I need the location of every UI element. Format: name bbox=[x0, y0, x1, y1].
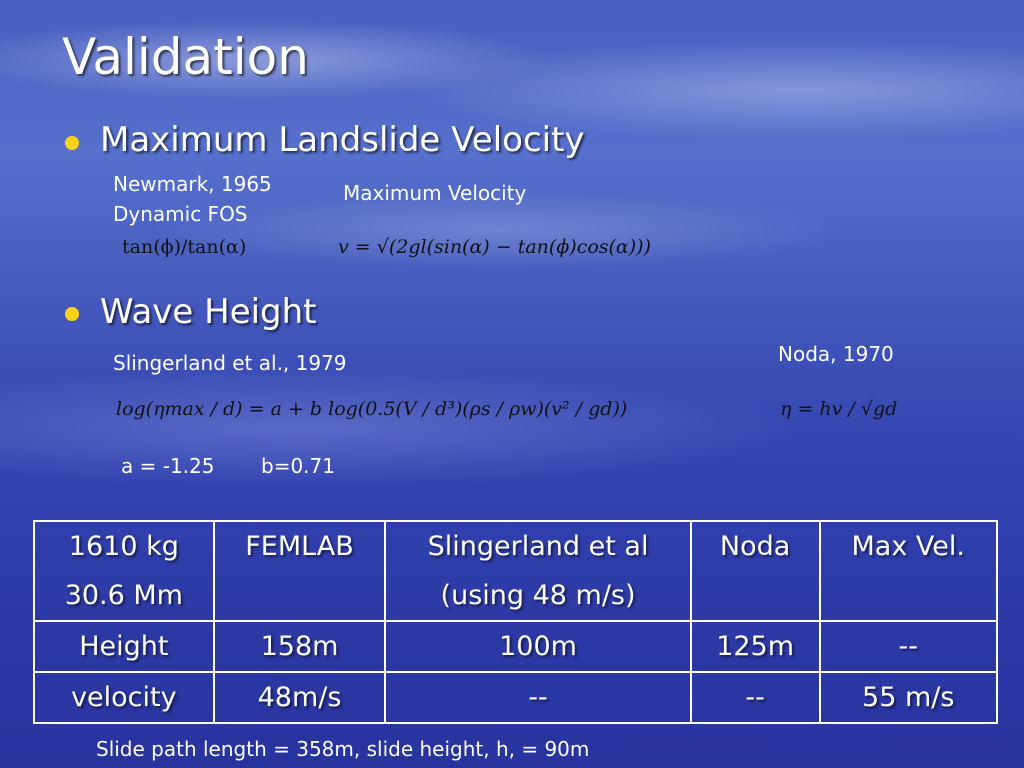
table-cell: Noda bbox=[689, 520, 821, 622]
formula: tan(ϕ)/tan(α) bbox=[122, 236, 247, 258]
formula: η = hv / √gd bbox=[780, 398, 898, 420]
table-row: Height 158m 100m 125m -- bbox=[33, 620, 998, 673]
param: b=0.71 bbox=[261, 454, 335, 478]
bullet-dot bbox=[65, 307, 79, 321]
table-row: 1610 kg 30.6 Mm FEMLAB Slingerland et al (… bbox=[33, 520, 998, 622]
param: a = -1.25 bbox=[121, 454, 215, 478]
table-cell: Height bbox=[33, 620, 215, 673]
table-cell: 100m bbox=[384, 620, 692, 673]
table-cell: Slingerland et al (using 48 m/s) bbox=[384, 520, 692, 622]
table-cell: 48m/s bbox=[212, 671, 387, 724]
formula: log(ηmax / d) = a + b log(0.5(V / d³)(ρs… bbox=[116, 398, 628, 420]
table-cell: Max Vel. bbox=[818, 520, 998, 622]
table-cell: -- bbox=[384, 671, 692, 724]
table-cell: FEMLAB bbox=[212, 520, 387, 622]
label: Maximum Velocity bbox=[343, 181, 527, 205]
table-cell: -- bbox=[689, 671, 821, 724]
table-cell: 1610 kg 30.6 Mm bbox=[33, 520, 215, 622]
label: Noda, 1970 bbox=[778, 342, 894, 366]
bullet-dot bbox=[65, 136, 79, 150]
bullet: Wave Height bbox=[100, 292, 317, 332]
table-cell: velocity bbox=[33, 671, 215, 724]
table-cell: 125m bbox=[689, 620, 821, 673]
results-table: 1610 kg 30.6 Mm FEMLAB Slingerland et al (… bbox=[33, 520, 998, 724]
title: Validation bbox=[62, 28, 309, 86]
formula: v = √(2gl(sin(α) − tan(ϕ)cos(α))) bbox=[338, 236, 651, 258]
table-cell: 158m bbox=[212, 620, 387, 673]
label: Slingerland et al., 1979 bbox=[113, 351, 347, 375]
label: Newmark, 1965 Dynamic FOS bbox=[113, 172, 272, 226]
table-cell: 55 m/s bbox=[818, 671, 998, 724]
table-row: velocity 48m/s -- -- 55 m/s bbox=[33, 671, 998, 724]
bullet: Maximum Landslide Velocity bbox=[100, 120, 585, 160]
footnote: Slide path length = 358m, slide height, … bbox=[96, 737, 590, 761]
table-cell: -- bbox=[818, 620, 998, 673]
